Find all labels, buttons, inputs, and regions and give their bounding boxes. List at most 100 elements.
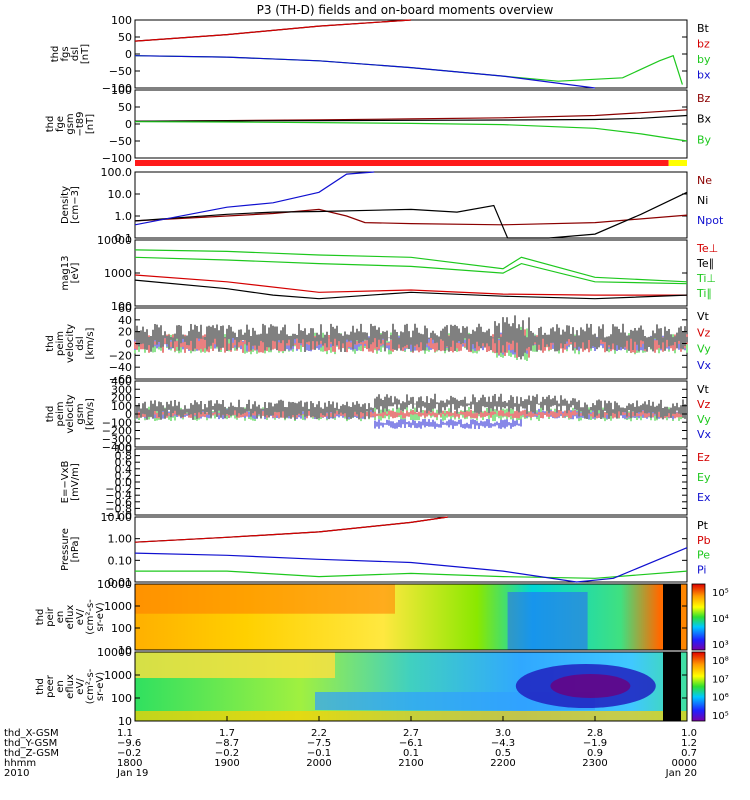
series-Te⊥ <box>134 274 687 296</box>
series-Ti∥ <box>134 256 688 285</box>
y-tick-label: 0.4 <box>115 463 133 476</box>
y-axis-label-peim-velocity-dsl: thd peim velocity dsl [km/s] <box>45 324 96 363</box>
legend-entry: Ti⊥ <box>696 272 716 285</box>
y-axis-label-line: [cm−3] <box>70 186 81 224</box>
y-axis-label-line: en <box>55 611 66 624</box>
y-tick-label: −60 <box>109 373 132 386</box>
x-axis-value: Jan 19 <box>116 768 148 779</box>
panel-frame <box>134 583 688 651</box>
x-axis-value: Jan 20 <box>665 768 697 779</box>
y-tick-label: −400 <box>102 441 132 454</box>
x-axis-value: 0.7 <box>681 748 697 759</box>
y-axis-label-peer-eflux: thd peer en eflux eV/(cm²-s-sr-eV) <box>35 668 106 704</box>
legend-entry: Ex <box>697 491 711 504</box>
y-axis-label-density: Density [cm−3] <box>60 186 81 224</box>
x-axis-value: −8.7 <box>215 738 239 749</box>
legend-entry: Pi <box>697 563 706 576</box>
y-tick-label: 50 <box>118 31 132 44</box>
y-tick-label: 40 <box>118 314 132 327</box>
x-axis-value: 1.2 <box>681 738 697 749</box>
spectrogram-band <box>135 652 335 678</box>
x-axis-value: 1900 <box>214 758 239 769</box>
y-tick-label: −100 <box>102 152 132 165</box>
colorbar-peir-eflux <box>691 583 706 651</box>
x-axis-value: 1800 <box>117 758 142 769</box>
x-axis-value: −0.1 <box>307 748 331 759</box>
legend-entry: Vx <box>697 428 712 441</box>
y-tick-label: 0.6 <box>115 456 133 469</box>
x-axis-row-label: hhmm <box>4 758 36 769</box>
y-axis-label-line: eflux <box>65 605 76 630</box>
legend-entry: Vy <box>697 413 711 426</box>
series-Pe <box>135 570 688 579</box>
legend-entry: Ez <box>697 451 710 464</box>
legend-entry: Ey <box>697 471 711 484</box>
legend-entry: Bt <box>697 22 710 35</box>
y-axis-label-line: en <box>55 680 66 693</box>
spectrogram-band <box>507 592 588 650</box>
panel-frame <box>134 448 688 516</box>
y-tick-label: 0.1 <box>115 232 133 245</box>
panel-temperature: 10000 1000 100 mag13 [eV] Te⊥ Te∥ Ti⊥ Ti∥ <box>60 234 718 313</box>
panel-frame <box>134 171 688 239</box>
spectrogram-gap <box>663 584 681 650</box>
legend-entry: Ni <box>697 194 708 207</box>
y-tick-label: −0.2 <box>105 483 132 496</box>
y-tick-label: 10 <box>118 644 132 657</box>
legend-entry: Vy <box>697 343 711 356</box>
mode-bar-fast <box>135 160 669 166</box>
y-axis-label-line: (cm²-s- <box>85 668 96 704</box>
series-Pb <box>134 516 448 543</box>
y-axis-label-line: thd <box>35 678 46 695</box>
y-axis-label-line: eV/ <box>75 678 86 695</box>
legend-entry: bx <box>697 69 711 82</box>
legend-entry: Vz <box>697 398 711 411</box>
panel-peir-eflux: 10⁵ 10⁴ 10³ 10000 1000 100 10 thd peir en eflux eV/… <box>35 578 729 657</box>
legend-entry: By <box>697 133 712 146</box>
legend-entry: Bx <box>697 113 712 126</box>
legend-entry: Ti∥ <box>696 287 712 300</box>
y-axis-label-line: velocity <box>65 394 76 433</box>
legend-entry: Pe <box>697 549 710 562</box>
x-axis-value: −0.2 <box>215 748 239 759</box>
y-axis-label-fge-gsm: thd fge gsm −t89 [nT] <box>45 111 96 136</box>
x-axis-value: 1.0 <box>681 728 697 739</box>
y-axis-label-temperature: mag13 [eV] <box>60 256 81 291</box>
mode-bar-slow <box>668 160 687 166</box>
legend-entry: Vt <box>697 310 710 323</box>
spectrogram-band <box>550 674 631 698</box>
colorbar-tick-label: 10³ <box>712 640 729 651</box>
y-tick-label: 0.8 <box>115 450 133 463</box>
y-tick-label: 10.00 <box>101 511 133 524</box>
y-tick-label: 10000 <box>97 234 132 247</box>
legend-entry: Ne <box>697 174 712 187</box>
y-tick-label: −300 <box>102 433 132 446</box>
spectrogram-gap <box>663 652 681 721</box>
x-axis-value: 1.7 <box>219 728 235 739</box>
y-tick-label: −100 <box>102 416 132 429</box>
x-axis-value: −9.6 <box>117 738 141 749</box>
x-axis-row-label: thd_Y-GSM <box>4 738 57 749</box>
legend-entry: Te∥ <box>696 257 714 270</box>
y-tick-label: 0 <box>125 408 132 421</box>
legend-entry: Pt <box>697 519 709 532</box>
y-axis-label-efield: E=−VxB [mV/m] <box>60 461 81 504</box>
y-axis-label-peim-velocity-gsm: thd peim velocity gsm [km/s] <box>45 394 96 433</box>
panel-density: 100.0 10.0 1.0 0.1 Density [cm−3] Ne Ni Npot <box>60 166 724 245</box>
y-axis-label-line: peim <box>55 401 66 426</box>
y-axis-label-line: [km/s] <box>85 327 96 359</box>
series-Te∥ <box>134 279 688 300</box>
y-axis-label-line: (cm²-s- <box>85 599 96 635</box>
y-axis-label-line: thd <box>45 406 56 423</box>
y-axis-label-line: sr-eV) <box>95 602 106 631</box>
x-axis-value: 2.2 <box>311 728 327 739</box>
y-axis-label-peir-eflux: thd peir en eflux eV/(cm²-s-sr-eV) <box>35 599 106 635</box>
y-tick-label: 0.0 <box>115 476 133 489</box>
x-axis-value: −6.1 <box>399 738 423 749</box>
x-axis-value: 2300 <box>582 758 607 769</box>
y-tick-label: 0 <box>125 118 132 131</box>
series-bx <box>134 55 596 89</box>
velocity-trace <box>134 315 688 360</box>
